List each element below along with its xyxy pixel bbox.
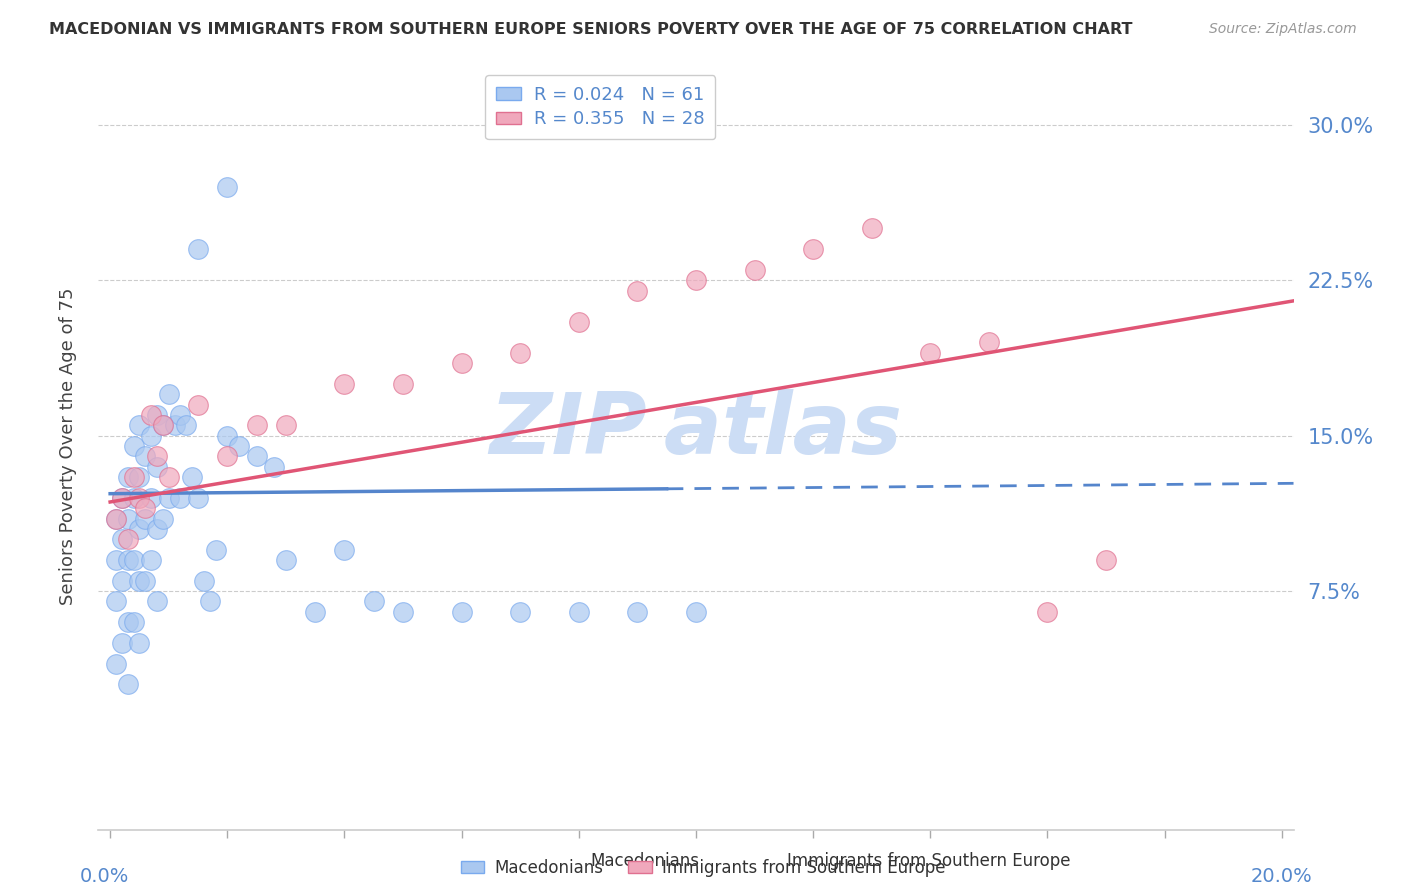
Point xyxy=(111,574,134,588)
Point xyxy=(246,418,269,433)
Text: Source: ZipAtlas.com: Source: ZipAtlas.com xyxy=(1209,22,1357,37)
Point xyxy=(117,615,139,630)
Point xyxy=(509,345,531,359)
Point xyxy=(246,450,269,464)
Point xyxy=(228,439,250,453)
Point xyxy=(117,677,139,691)
Point xyxy=(977,335,1000,350)
Point xyxy=(1095,553,1118,567)
Point xyxy=(134,511,156,525)
Text: 20.0%: 20.0% xyxy=(1251,867,1313,886)
Point xyxy=(157,491,180,505)
Point xyxy=(163,418,186,433)
Point xyxy=(193,574,215,588)
Point xyxy=(274,418,297,433)
Point xyxy=(105,657,128,671)
Point xyxy=(134,501,156,516)
Point xyxy=(141,428,163,442)
Point xyxy=(204,542,226,557)
Point xyxy=(392,376,415,391)
Y-axis label: Seniors Poverty Over the Age of 75: Seniors Poverty Over the Age of 75 xyxy=(59,287,77,605)
Point xyxy=(860,221,883,235)
Legend: Macedonians, Immigrants from Southern Europe: Macedonians, Immigrants from Southern Eu… xyxy=(454,853,952,884)
Point xyxy=(217,179,239,194)
Point xyxy=(146,594,169,608)
Point xyxy=(146,408,169,422)
Point xyxy=(152,511,174,525)
Point xyxy=(105,594,128,608)
Point xyxy=(128,636,150,650)
Point xyxy=(801,242,824,256)
Point xyxy=(157,470,180,484)
Text: Macedonians: Macedonians xyxy=(591,852,700,870)
Point xyxy=(122,615,145,630)
Point xyxy=(363,594,385,608)
Point xyxy=(187,491,209,505)
Point xyxy=(117,470,139,484)
Point xyxy=(146,450,169,464)
Point xyxy=(450,356,472,370)
Point xyxy=(146,522,169,536)
Point xyxy=(111,533,134,547)
Point xyxy=(568,605,591,619)
Point xyxy=(111,491,134,505)
Point xyxy=(105,511,128,525)
Text: MACEDONIAN VS IMMIGRANTS FROM SOUTHERN EUROPE SENIORS POVERTY OVER THE AGE OF 75: MACEDONIAN VS IMMIGRANTS FROM SOUTHERN E… xyxy=(49,22,1133,37)
Point xyxy=(128,470,150,484)
Point xyxy=(152,418,174,433)
Point xyxy=(111,491,134,505)
Point xyxy=(198,594,221,608)
Point xyxy=(274,553,297,567)
Point xyxy=(450,605,472,619)
Point xyxy=(122,491,145,505)
Point xyxy=(1036,605,1059,619)
Point xyxy=(128,522,150,536)
Point xyxy=(217,450,239,464)
Point xyxy=(134,574,156,588)
Point xyxy=(122,439,145,453)
Point xyxy=(626,605,648,619)
Point xyxy=(117,511,139,525)
Point xyxy=(122,470,145,484)
Point xyxy=(263,459,285,474)
Point xyxy=(105,511,128,525)
Text: 0.0%: 0.0% xyxy=(80,867,129,886)
Point xyxy=(392,605,415,619)
Point xyxy=(134,450,156,464)
Point xyxy=(141,491,163,505)
Point xyxy=(105,553,128,567)
Point xyxy=(128,574,150,588)
Point xyxy=(509,605,531,619)
Point xyxy=(169,408,191,422)
Point xyxy=(111,636,134,650)
Point xyxy=(626,284,648,298)
Point xyxy=(141,553,163,567)
Point xyxy=(333,376,356,391)
Point xyxy=(141,408,163,422)
Point xyxy=(128,491,150,505)
Point xyxy=(146,459,169,474)
Point xyxy=(157,387,180,401)
Point xyxy=(117,553,139,567)
Point xyxy=(117,533,139,547)
Point xyxy=(152,418,174,433)
Point xyxy=(181,470,204,484)
Point xyxy=(217,428,239,442)
Point xyxy=(174,418,197,433)
Point xyxy=(122,553,145,567)
Point xyxy=(685,273,707,287)
Legend: R = 0.024   N = 61, R = 0.355   N = 28: R = 0.024 N = 61, R = 0.355 N = 28 xyxy=(485,75,716,139)
Text: ZIP atlas: ZIP atlas xyxy=(489,389,903,472)
Point xyxy=(685,605,707,619)
Text: Immigrants from Southern Europe: Immigrants from Southern Europe xyxy=(787,852,1071,870)
Point xyxy=(304,605,326,619)
Point xyxy=(744,262,766,277)
Point xyxy=(187,242,209,256)
Point xyxy=(333,542,356,557)
Point xyxy=(187,398,209,412)
Point xyxy=(568,315,591,329)
Point xyxy=(128,418,150,433)
Point xyxy=(169,491,191,505)
Point xyxy=(920,345,942,359)
